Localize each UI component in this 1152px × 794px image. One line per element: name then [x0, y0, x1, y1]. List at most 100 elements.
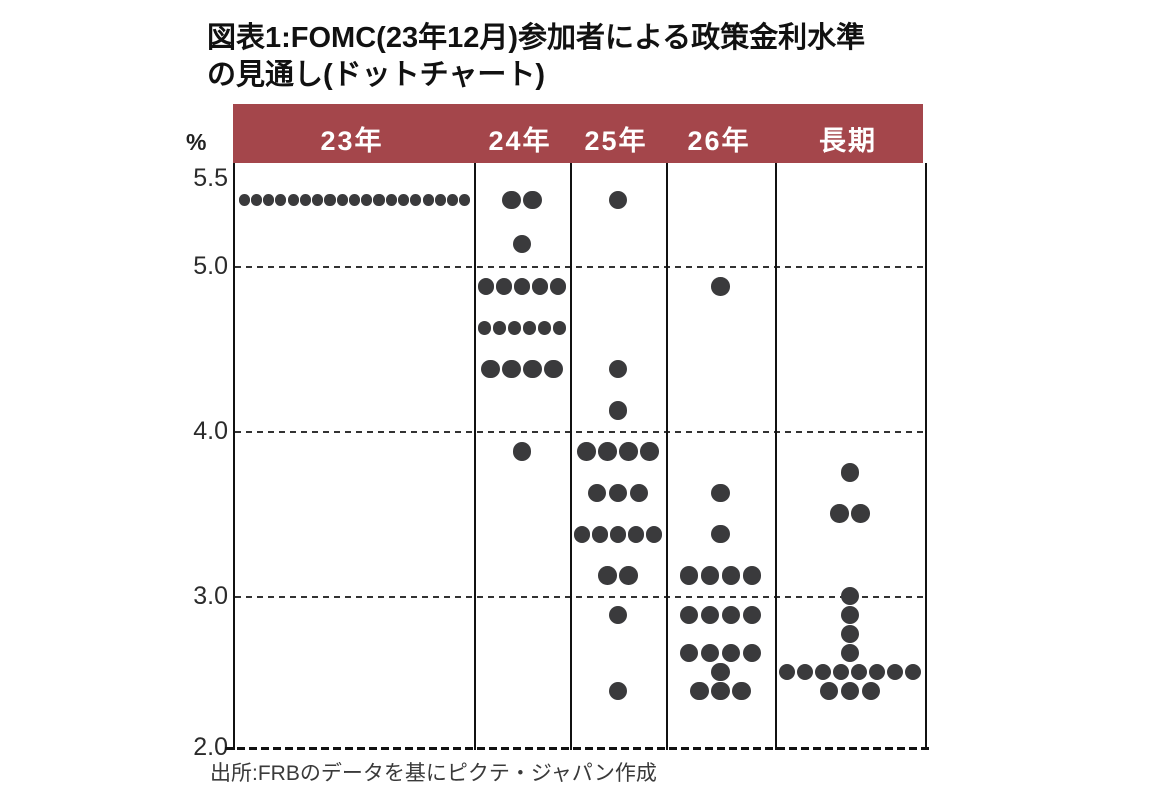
dot	[434, 194, 446, 206]
dot	[312, 194, 324, 206]
dot	[422, 194, 434, 206]
year-header-26: 26年	[687, 126, 751, 156]
dot	[819, 681, 839, 701]
dot	[336, 194, 348, 206]
dot	[679, 643, 699, 663]
dot	[373, 194, 385, 206]
dot	[711, 277, 730, 296]
column-divider-2	[570, 163, 572, 750]
dot	[679, 605, 699, 625]
dot	[324, 194, 336, 206]
dot	[861, 681, 881, 701]
dot	[742, 643, 762, 663]
dot	[832, 663, 850, 681]
dot	[361, 194, 373, 206]
gridline-4-0	[235, 431, 925, 433]
dot	[711, 681, 730, 701]
dot	[840, 624, 860, 644]
dot	[840, 463, 860, 482]
dot	[700, 566, 720, 585]
dot	[598, 566, 617, 585]
dot	[851, 504, 870, 523]
dot	[840, 605, 860, 625]
column-divider-4	[775, 163, 777, 750]
dot	[398, 194, 410, 206]
figure-title-line2: の見通し(ドットチャート)	[207, 59, 546, 91]
figure-title-line1: 図表1:FOMC(23年12月)参加者による政策金利水準	[207, 22, 866, 54]
dot	[238, 194, 250, 206]
dot	[796, 663, 814, 681]
dot	[742, 566, 762, 585]
dot	[512, 442, 532, 461]
plot-area	[225, 163, 931, 750]
dot	[711, 662, 730, 682]
gridline-2-0-baseline	[225, 747, 931, 750]
dot	[840, 681, 860, 701]
dot	[840, 586, 860, 606]
dot	[700, 643, 720, 663]
dot	[711, 524, 730, 544]
dot	[619, 566, 638, 585]
dot	[814, 663, 832, 681]
dot	[299, 194, 311, 206]
dot	[502, 190, 521, 210]
year-header-bar: 23年 24年 25年 26年 長期	[233, 104, 923, 163]
column-divider-1	[474, 163, 476, 750]
dot	[513, 278, 531, 296]
column-divider-3	[666, 163, 668, 750]
source-note: 出所:FRBのデータを基にピクテ・ジャパン作成	[210, 762, 657, 785]
dot	[640, 442, 659, 461]
dot	[830, 504, 849, 523]
dot	[492, 320, 507, 335]
dot	[552, 320, 567, 335]
dot	[629, 483, 649, 503]
dot	[778, 663, 796, 681]
dot	[609, 525, 627, 543]
tick-label-5-5: 5.5	[193, 164, 228, 192]
dot	[904, 663, 922, 681]
dot	[275, 194, 287, 206]
dot	[608, 359, 628, 379]
dot	[477, 278, 495, 296]
dot	[840, 643, 860, 663]
dot	[679, 566, 699, 585]
dot	[577, 442, 596, 461]
dot	[263, 194, 275, 206]
dot	[522, 320, 537, 335]
tick-label-2-0: 2.0	[193, 733, 228, 761]
dot	[502, 359, 521, 379]
year-header-24: 24年	[488, 126, 552, 156]
dot	[721, 566, 741, 585]
percent-unit-label: %	[186, 129, 207, 155]
dot	[459, 194, 471, 206]
dot	[721, 605, 741, 625]
dot	[385, 194, 397, 206]
dot	[690, 681, 709, 701]
dot	[886, 663, 904, 681]
dot	[587, 483, 607, 503]
dot	[348, 194, 361, 206]
tick-label-4-0: 4.0	[193, 417, 228, 445]
dot	[619, 442, 638, 461]
dot	[523, 359, 542, 379]
dot	[287, 194, 299, 206]
tick-label-5-0: 5.0	[193, 252, 228, 280]
dot	[537, 320, 552, 335]
dot	[645, 525, 663, 543]
dot	[608, 190, 628, 210]
dot	[608, 401, 628, 420]
dot	[495, 278, 513, 296]
dot	[608, 605, 628, 625]
dot	[721, 643, 741, 663]
dot	[711, 483, 730, 503]
gridline-5-0	[235, 266, 925, 268]
dot	[868, 663, 886, 681]
year-header-23: 23年	[320, 126, 384, 156]
dot	[481, 359, 500, 379]
dot	[447, 194, 459, 206]
year-header-25: 25年	[584, 126, 648, 156]
dot	[627, 525, 645, 543]
dot	[549, 278, 567, 296]
dot	[850, 663, 868, 681]
